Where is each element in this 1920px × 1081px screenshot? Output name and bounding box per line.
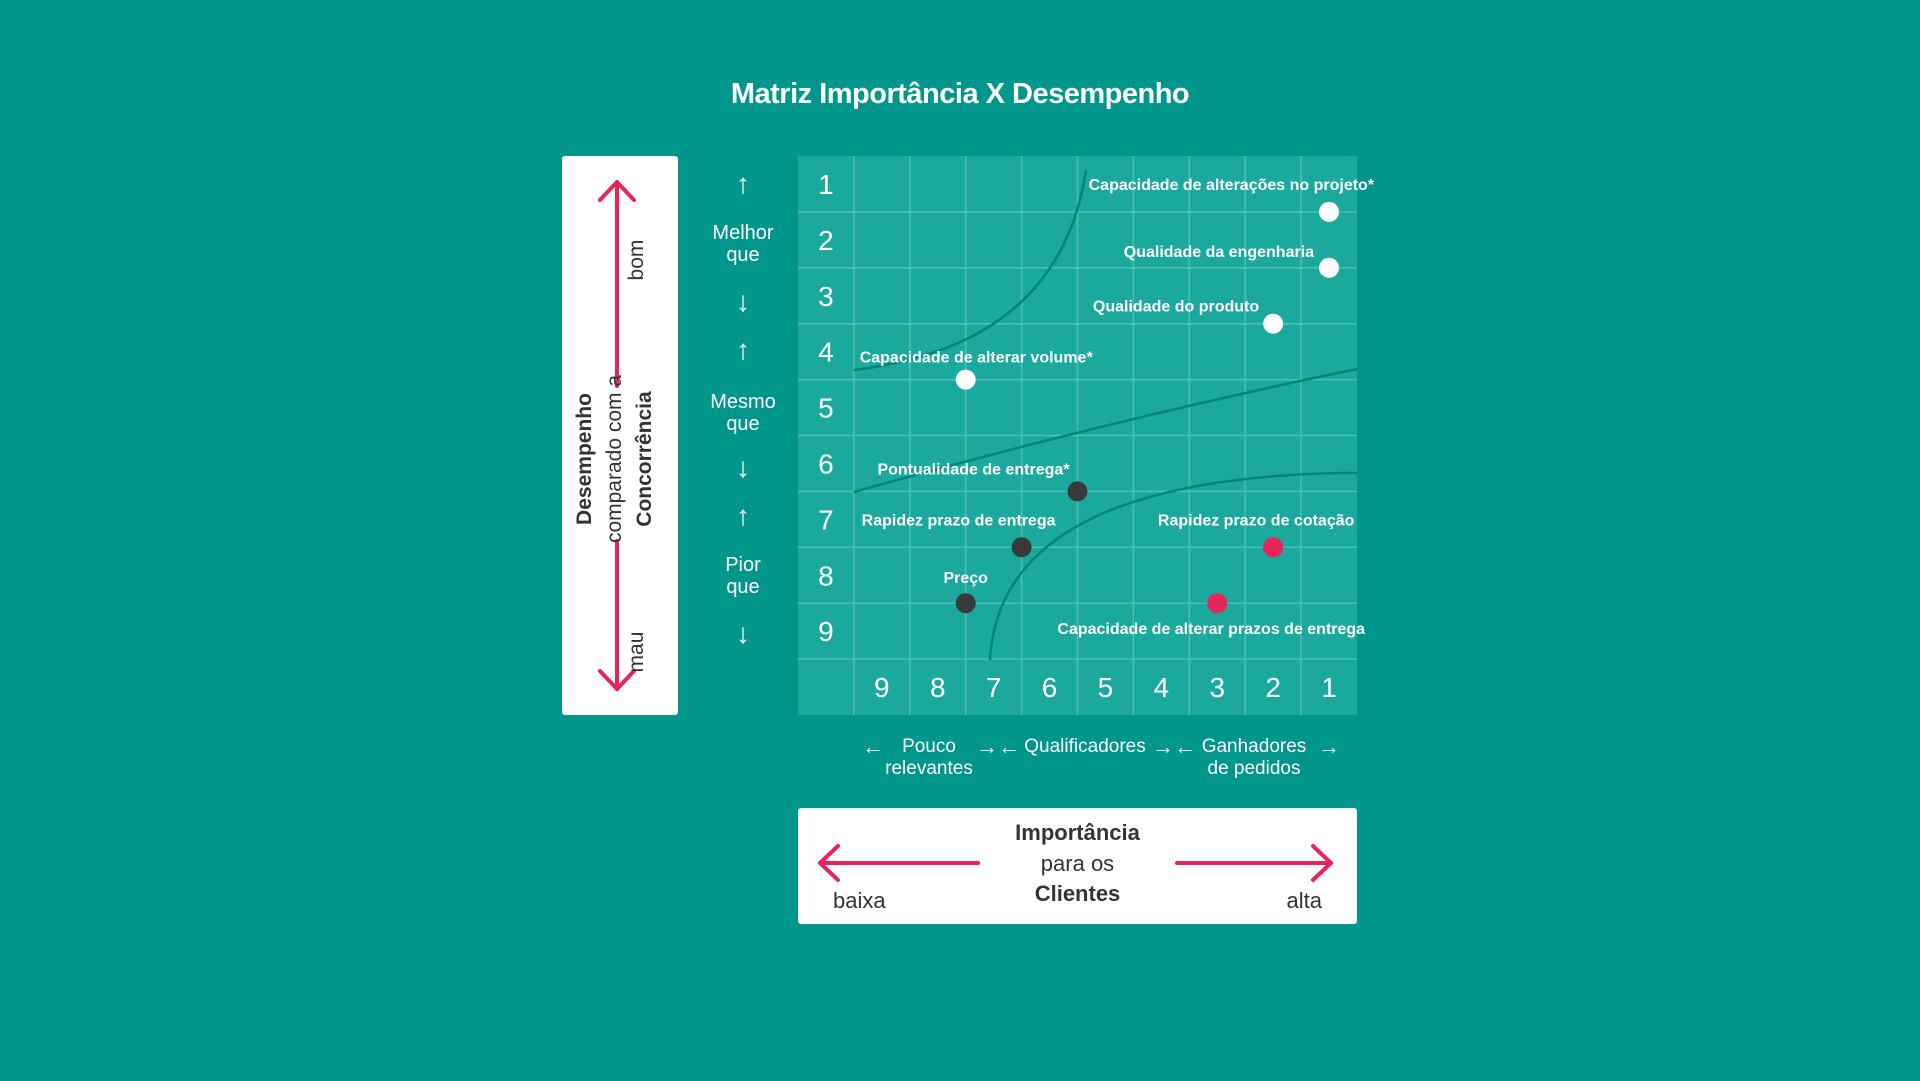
- x-tick-label: 1: [1321, 672, 1337, 703]
- x-tick-labels: 9 8 7 6 5 4 3 2 1: [874, 672, 1337, 703]
- data-point-label: Qualidade da engenharia: [1124, 244, 1314, 261]
- x-group-winners-line2: de pedidos: [1207, 758, 1301, 779]
- data-point-label: Qualidade do produto: [1093, 299, 1259, 316]
- arrow-left-icon: ←: [998, 734, 1020, 759]
- arrow-down-icon: ↓: [736, 618, 750, 649]
- x-tick-label: 8: [930, 672, 946, 703]
- data-point-label: Capacidade de alterações no projeto*: [1089, 177, 1375, 194]
- arrow-right-head-icon: [1311, 844, 1333, 882]
- y-tick-label: 7: [818, 504, 834, 535]
- data-point: [1067, 481, 1088, 502]
- y-tick-label: 1: [818, 169, 834, 200]
- x-group-low: Pouco relevantes: [868, 736, 990, 780]
- data-point: [955, 593, 976, 614]
- arrow-up-icon: ↑: [736, 334, 750, 365]
- x-tick-label: 7: [986, 672, 1002, 703]
- zone-curves: [853, 169, 1358, 661]
- y-group-worse-line2: que: [726, 576, 760, 598]
- y-tick-label: 2: [818, 225, 834, 256]
- data-point: [1207, 593, 1228, 614]
- x-group-low-line1: Pouco: [902, 736, 956, 757]
- data-point-label: Preço: [943, 570, 988, 587]
- x-group-qualifiers: Qualificadores: [1022, 736, 1148, 758]
- arrow-right-icon: →: [976, 734, 998, 759]
- arrow-left-head-icon: [818, 844, 840, 882]
- data-point-label: Capacidade de alterar volume*: [860, 350, 1094, 367]
- y-group-worse-line1: Pior: [725, 554, 761, 576]
- data-point-label: Pontualidade de entrega*: [877, 461, 1070, 478]
- y-group-better: Melhor que: [688, 222, 798, 266]
- arrow-down-head-icon: [598, 669, 636, 691]
- data-point: [1319, 257, 1340, 278]
- x-tick-label: 2: [1265, 672, 1281, 703]
- data-point-label: Rapidez prazo de cotação: [1158, 512, 1355, 529]
- data-point: [1263, 537, 1284, 558]
- y-tick-label: 6: [818, 448, 834, 479]
- curve-middle: [853, 367, 1358, 494]
- x-axis-double-arrow: [818, 844, 1333, 882]
- y-group-same-line2: que: [726, 413, 760, 435]
- x-axis-title-line2: para os: [1040, 851, 1115, 876]
- data-point: [1263, 313, 1284, 334]
- arrow-down-icon: ↓: [736, 286, 750, 317]
- arrow-right-icon: →: [1152, 734, 1174, 759]
- x-group-winners-line1: Ganhadores: [1201, 736, 1307, 757]
- arrow-left-icon: ←: [1174, 734, 1196, 759]
- y-tick-label: 5: [818, 393, 834, 424]
- y-tick-labels: 1 2 3 4 5 6 7 8 9: [818, 169, 834, 647]
- x-axis-left-label: baixa: [833, 888, 886, 913]
- arrow-left-icon: ←: [862, 734, 884, 759]
- data-point: [955, 369, 976, 390]
- x-tick-label: 3: [1209, 672, 1225, 703]
- y-group-better-line1: Melhor: [712, 222, 774, 244]
- curve-upper: [853, 169, 1088, 372]
- x-axis-title-line3: Clientes: [1034, 881, 1121, 906]
- x-axis-right-label: alta: [1286, 888, 1322, 913]
- y-axis-card: bom mau Desempenho comparado com a Conco…: [562, 156, 678, 715]
- y-axis-double-arrow: [598, 180, 636, 691]
- arrow-right-icon: →: [1318, 734, 1340, 759]
- y-group-worse: Pior que: [688, 554, 798, 598]
- y-tick-label: 9: [818, 616, 834, 647]
- data-point-label: Capacidade de alterar prazos de entrega: [1057, 621, 1365, 638]
- curve-lower: [988, 471, 1357, 661]
- y-group-better-line2: que: [726, 244, 760, 266]
- x-group-winners: Ganhadores de pedidos: [1192, 736, 1316, 780]
- y-group-same: Mesmo que: [688, 391, 798, 435]
- page-title: Matriz Importância X Desempenho: [730, 78, 1190, 110]
- arrow-up-icon: ↑: [736, 500, 750, 531]
- x-group-qualifiers-line1: Qualificadores: [1024, 736, 1146, 757]
- y-tick-label: 8: [818, 560, 834, 591]
- x-group-low-line2: relevantes: [885, 758, 973, 779]
- y-tick-label: 3: [818, 281, 834, 312]
- y-group-same-line1: Mesmo: [710, 391, 776, 413]
- x-tick-label: 4: [1154, 672, 1170, 703]
- arrow-down-icon: ↓: [736, 452, 750, 483]
- arrow-up-head-icon: [598, 180, 636, 202]
- arrow-up-icon: ↑: [736, 168, 750, 199]
- x-tick-label: 9: [874, 672, 890, 703]
- x-axis-card: Importância para os Clientes baixa alta: [798, 808, 1357, 924]
- data-point-label: Rapidez prazo de entrega: [862, 512, 1056, 529]
- data-point: [1319, 201, 1340, 222]
- data-point: [1011, 537, 1032, 558]
- x-tick-label: 5: [1098, 672, 1114, 703]
- x-axis-title-line1: Importância: [1015, 820, 1140, 845]
- data-points: Capacidade de alterações no projeto* Qual…: [860, 177, 1375, 638]
- x-tick-label: 6: [1042, 672, 1058, 703]
- y-tick-label: 4: [818, 337, 834, 368]
